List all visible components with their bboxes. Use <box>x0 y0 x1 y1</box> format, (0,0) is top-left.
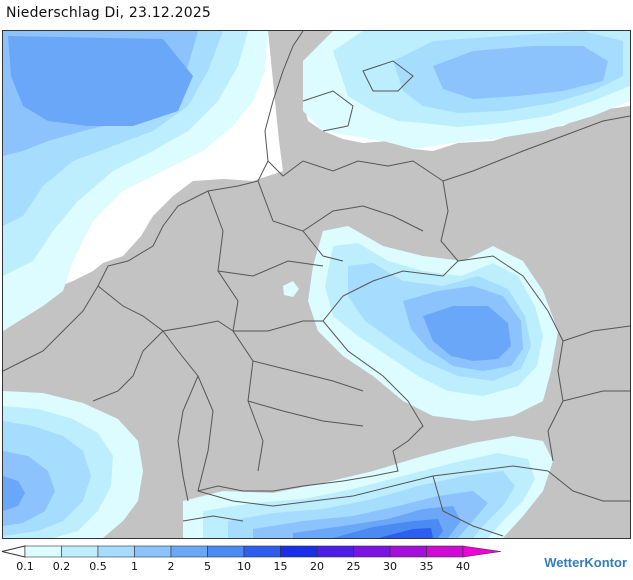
legend-swatch-1 <box>61 545 99 558</box>
legend-swatch-4 <box>170 545 208 558</box>
legend-label-6: 10 <box>237 560 251 573</box>
legend-arrow-low <box>1 545 26 558</box>
legend-label-8: 20 <box>310 560 324 573</box>
legend-label-5: 5 <box>204 560 211 573</box>
legend-label-7: 15 <box>274 560 288 573</box>
legend-label-4: 2 <box>168 560 175 573</box>
legend-label-11: 35 <box>420 560 434 573</box>
legend-swatch-3 <box>134 545 172 558</box>
legend-label-12: 40 <box>456 560 470 573</box>
precipitation-legend: 0.1 0.2 0.5 1 2 5 10 15 20 25 30 35 40 <box>0 540 633 580</box>
legend-label-3: 1 <box>131 560 138 573</box>
legend-swatch-11 <box>426 545 464 558</box>
legend-swatch-0 <box>24 545 62 558</box>
legend-swatch-8 <box>316 545 354 558</box>
map-title: Niederschlag Di, 23.12.2025 <box>6 5 212 21</box>
legend-swatch-5 <box>207 545 245 558</box>
precipitation-fields <box>3 31 630 538</box>
legend-label-0: 0.1 <box>16 560 34 573</box>
legend-swatch-2 <box>97 545 135 558</box>
legend-swatch-6 <box>243 545 281 558</box>
legend-arrow-high <box>462 545 502 558</box>
legend-swatch-9 <box>353 545 391 558</box>
brand-logo: WetterKontor <box>544 555 627 570</box>
legend-swatch-7 <box>280 545 318 558</box>
legend-swatch-10 <box>389 545 427 558</box>
legend-label-1: 0.2 <box>53 560 71 573</box>
legend-label-2: 0.5 <box>89 560 107 573</box>
legend-label-9: 25 <box>347 560 361 573</box>
legend-label-10: 30 <box>383 560 397 573</box>
precipitation-map <box>2 30 631 539</box>
borders <box>3 31 630 537</box>
